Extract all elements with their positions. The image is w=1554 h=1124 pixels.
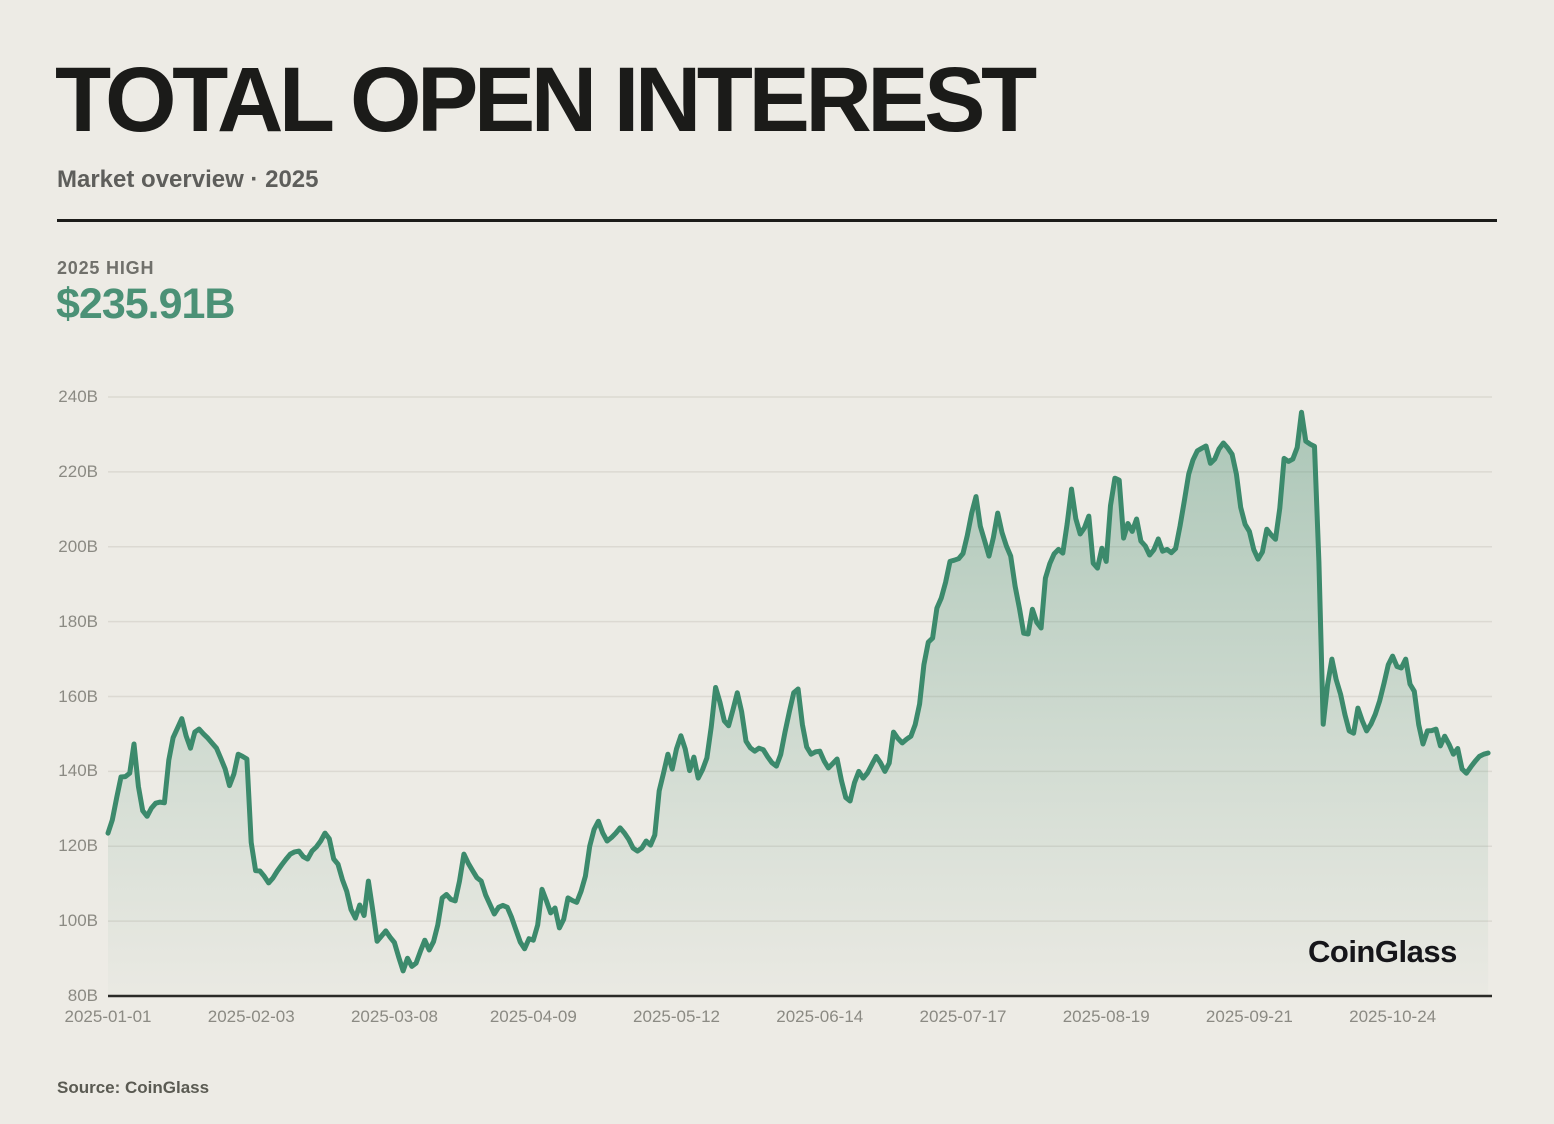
x-axis-label: 2025-03-08 xyxy=(350,1007,438,1026)
x-axis-label: 2025-06-14 xyxy=(776,1007,864,1026)
series-line xyxy=(105,409,1491,974)
y-axis-label: 80B xyxy=(67,986,98,1005)
header-divider xyxy=(57,219,1497,222)
y-axis-label: 100B xyxy=(58,911,98,931)
x-axis-label: 2025-09-21 xyxy=(1205,1007,1293,1026)
y-axis-label: 200B xyxy=(58,536,98,556)
x-axis-label: 2025-08-19 xyxy=(1062,1007,1150,1026)
high-stat-label: 2025 HIGH xyxy=(57,258,155,278)
y-axis-label: 220B xyxy=(58,461,98,481)
y-axis-label: 160B xyxy=(58,686,98,706)
x-axis-label: 2025-02-03 xyxy=(207,1007,295,1026)
high-stat-value: $235.91B xyxy=(56,280,235,328)
page-title: TOTAL OPEN INTEREST xyxy=(55,49,1037,151)
source-note: Source: CoinGlass xyxy=(57,1078,210,1097)
y-axis-label: 140B xyxy=(58,761,98,781)
x-axis-label: 2025-04-09 xyxy=(489,1007,577,1026)
x-axis-label: 2025-05-12 xyxy=(633,1007,721,1026)
y-axis-label: 120B xyxy=(58,836,98,856)
page-subtitle: Market overview · 2025 xyxy=(57,166,319,193)
x-axis-label: 2025-07-17 xyxy=(919,1007,1007,1026)
y-axis-label: 180B xyxy=(58,611,98,631)
y-axis-label: 240B xyxy=(58,387,98,406)
x-axis-label: 2025-10-24 xyxy=(1349,1007,1437,1026)
x-axis-label: 2025-01-01 xyxy=(64,1007,152,1026)
coinglass-watermark: CoinGlass xyxy=(1308,934,1457,969)
